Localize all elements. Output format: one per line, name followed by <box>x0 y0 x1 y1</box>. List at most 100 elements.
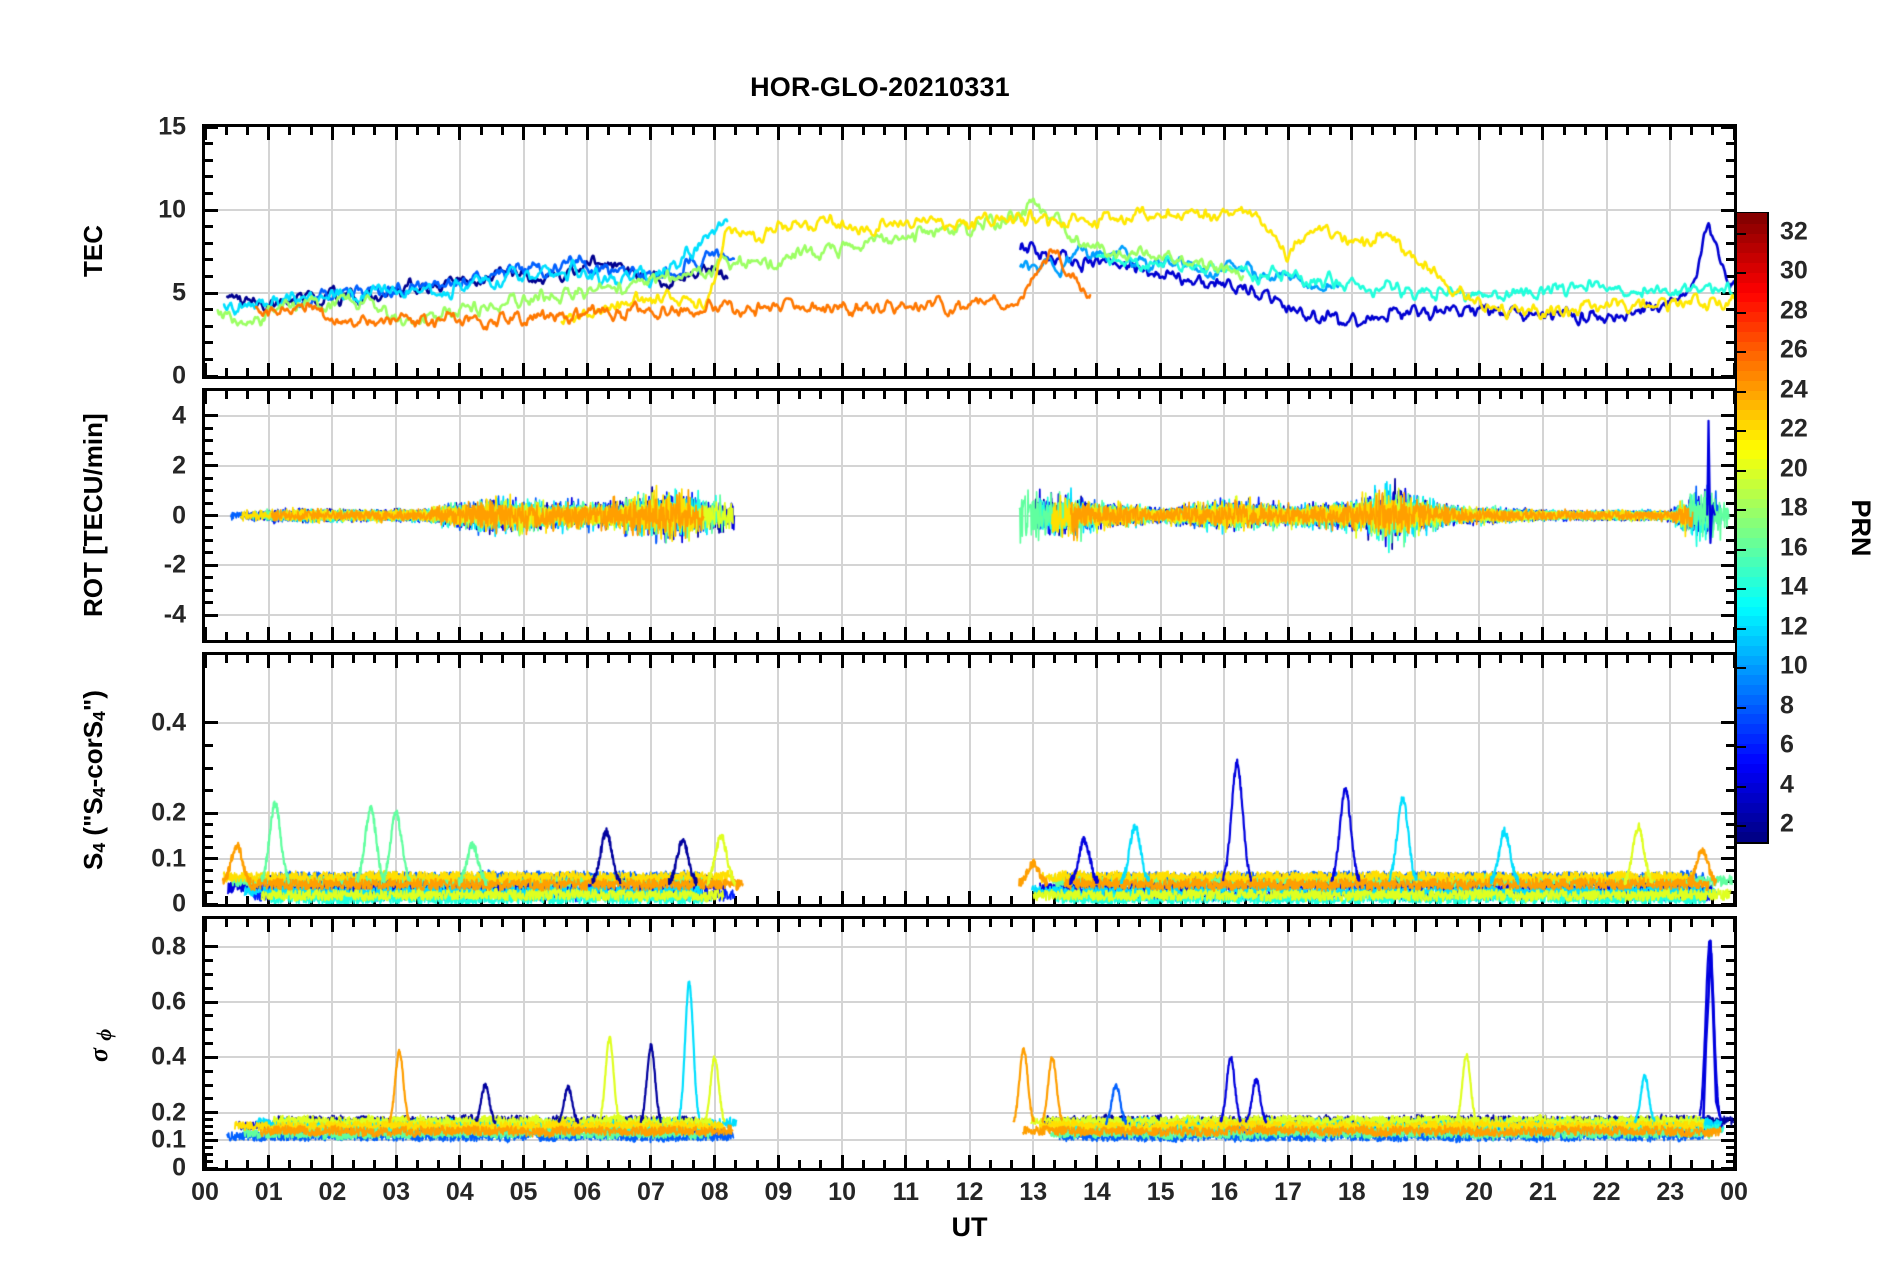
colorbar-tick <box>1737 785 1746 788</box>
x-tick-label: 13 <box>1019 1178 1048 1206</box>
colorbar-tick <box>1737 311 1746 314</box>
colorbar-segment <box>1737 487 1767 499</box>
x-tick-label: 03 <box>382 1178 411 1206</box>
panel-rot-plot-area <box>205 391 1734 640</box>
colorbar-segment <box>1737 625 1767 636</box>
colorbar-tick <box>1737 706 1746 709</box>
colorbar-segment <box>1737 507 1767 519</box>
x-tick-label: 19 <box>1401 1178 1430 1206</box>
x-tick-label: 17 <box>1274 1178 1302 1206</box>
panel-tec-axis-title: TEC <box>78 225 108 278</box>
colorbar-segment <box>1737 831 1767 842</box>
y-tick-label: 0 <box>172 889 186 918</box>
colorbar-tick <box>1737 548 1746 551</box>
colorbar-segment <box>1737 527 1767 538</box>
colorbar-segment <box>1737 399 1767 411</box>
x-tick-label: 21 <box>1528 1178 1557 1206</box>
colorbar-segment <box>1737 281 1767 293</box>
y-tick-label: 2 <box>172 451 186 480</box>
colorbar-segment <box>1737 674 1767 685</box>
colorbar-segment <box>1737 703 1767 715</box>
colorbar-segment <box>1737 595 1767 607</box>
colorbar-tick <box>1737 509 1746 512</box>
colorbar-segment <box>1737 301 1767 313</box>
colorbar-tick <box>1737 588 1746 591</box>
colorbar-tick-label: 22 <box>1780 414 1808 443</box>
x-tick-label: 00 <box>1720 1178 1748 1206</box>
colorbar-segment <box>1737 242 1767 254</box>
colorbar-tick <box>1737 825 1746 828</box>
colorbar-segment <box>1737 252 1767 264</box>
colorbar-segment <box>1737 634 1767 646</box>
x-tick-label: 04 <box>445 1178 474 1206</box>
panel-s4-ytick-labels: 0 0.1 0.2 0.4 <box>120 652 186 917</box>
colorbar-tick-label: 4 <box>1780 770 1794 799</box>
y-tick-label: 0.4 <box>151 708 186 737</box>
y-tick-label: 5 <box>172 278 186 307</box>
panel-tec <box>202 124 1737 379</box>
colorbar-segment <box>1737 232 1767 244</box>
panel-sigma-phi-series <box>205 919 1734 1168</box>
y-tick-label: -4 <box>163 600 186 629</box>
colorbar-segment <box>1737 791 1767 803</box>
colorbar-segment <box>1737 448 1767 460</box>
colorbar-tick-label: 20 <box>1780 454 1808 483</box>
panel-s4-series <box>205 655 1734 904</box>
colorbar-segment <box>1737 684 1767 695</box>
panel-tec-ytick-labels: 0 5 10 15 <box>120 113 186 390</box>
colorbar-tick <box>1737 746 1746 749</box>
page-title: HOR-GLO-20210331 <box>750 72 1010 102</box>
colorbar-tick-label: 10 <box>1780 651 1808 680</box>
panel-sigma-phi-axis-title: σ ϕ <box>84 1028 117 1062</box>
y-tick-label: 0.4 <box>151 1042 186 1071</box>
colorbar-segment <box>1737 752 1767 764</box>
y-tick-label: 0.1 <box>151 844 186 873</box>
colorbar-segment <box>1737 477 1767 489</box>
colorbar-tick <box>1737 272 1746 275</box>
colorbar-tick <box>1737 390 1746 393</box>
colorbar-segment <box>1737 271 1767 283</box>
x-tick-label: 18 <box>1337 1178 1366 1206</box>
colorbar-segment <box>1737 311 1767 322</box>
colorbar-tick-label: 24 <box>1780 375 1808 404</box>
panel-sigma-phi <box>202 916 1737 1171</box>
colorbar-tick-label: 14 <box>1780 572 1808 601</box>
panel-tec-plot-area <box>205 127 1734 376</box>
y-tick-label: 0 <box>172 361 186 390</box>
colorbar-segment <box>1737 654 1767 666</box>
colorbar-segment <box>1737 664 1767 676</box>
colorbar-segment <box>1737 762 1767 774</box>
colorbar-segment <box>1737 644 1767 656</box>
colorbar-segment <box>1737 821 1767 833</box>
y-tick-label: 0.6 <box>151 987 186 1016</box>
colorbar-segment <box>1737 213 1767 224</box>
y-tick-label: 0 <box>172 501 186 529</box>
colorbar-segment <box>1737 615 1767 627</box>
colorbar-tick <box>1737 667 1746 670</box>
colorbar-segment <box>1737 330 1767 342</box>
colorbar-tick-label: 6 <box>1780 730 1794 759</box>
colorbar-segment <box>1737 782 1767 793</box>
x-tick-label: 07 <box>637 1178 665 1206</box>
colorbar-tick <box>1737 351 1746 354</box>
colorbar-segment <box>1737 497 1767 509</box>
colorbar-segment <box>1737 389 1767 401</box>
colorbar-segment <box>1737 585 1767 597</box>
colorbar-segment <box>1737 370 1767 381</box>
colorbar-tick-label: 28 <box>1780 296 1808 325</box>
y-tick-label: 10 <box>158 195 186 224</box>
panel-s4-axis-title: S4 ("S4-corS4") <box>78 690 110 870</box>
x-tick-label: 23 <box>1656 1178 1685 1206</box>
colorbar-segment <box>1737 458 1767 470</box>
x-tick-label: 12 <box>955 1178 984 1206</box>
colorbar-tick <box>1737 627 1746 630</box>
x-tick-label: 06 <box>573 1178 602 1206</box>
colorbar-segment <box>1737 438 1767 450</box>
panel-tec-series <box>205 127 1734 376</box>
x-tick-label: 11 <box>892 1178 919 1206</box>
colorbar-segment <box>1737 320 1767 332</box>
colorbar-segment <box>1737 291 1767 303</box>
x-tick-label: 10 <box>828 1178 856 1206</box>
panel-rot-series <box>205 391 1734 640</box>
y-tick-label: -2 <box>163 550 186 579</box>
